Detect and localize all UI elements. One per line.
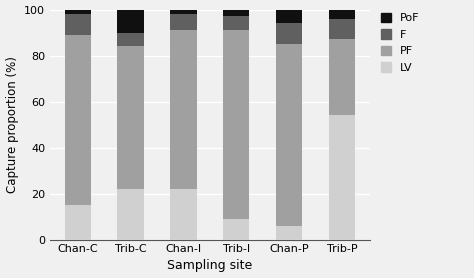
- Bar: [118, 46, 144, 189]
- Bar: [170, 189, 197, 240]
- Bar: [118, 9, 144, 33]
- Bar: [118, 189, 144, 240]
- Bar: [170, 14, 197, 30]
- Bar: [223, 16, 249, 30]
- X-axis label: Sampling site: Sampling site: [167, 259, 253, 272]
- Bar: [276, 44, 302, 226]
- Bar: [118, 33, 144, 46]
- Bar: [276, 226, 302, 240]
- Y-axis label: Capture proportion (%): Capture proportion (%): [6, 56, 18, 193]
- Bar: [223, 30, 249, 219]
- Bar: [276, 9, 302, 23]
- Bar: [64, 35, 91, 205]
- Bar: [170, 9, 197, 14]
- Legend: PoF, F, PF, LV: PoF, F, PF, LV: [378, 11, 421, 75]
- Bar: [223, 9, 249, 16]
- Bar: [329, 115, 355, 240]
- Bar: [170, 30, 197, 189]
- Bar: [223, 219, 249, 240]
- Bar: [329, 19, 355, 39]
- Bar: [64, 205, 91, 240]
- Bar: [64, 14, 91, 35]
- Bar: [329, 39, 355, 115]
- Bar: [329, 9, 355, 19]
- Bar: [64, 9, 91, 14]
- Bar: [276, 23, 302, 44]
